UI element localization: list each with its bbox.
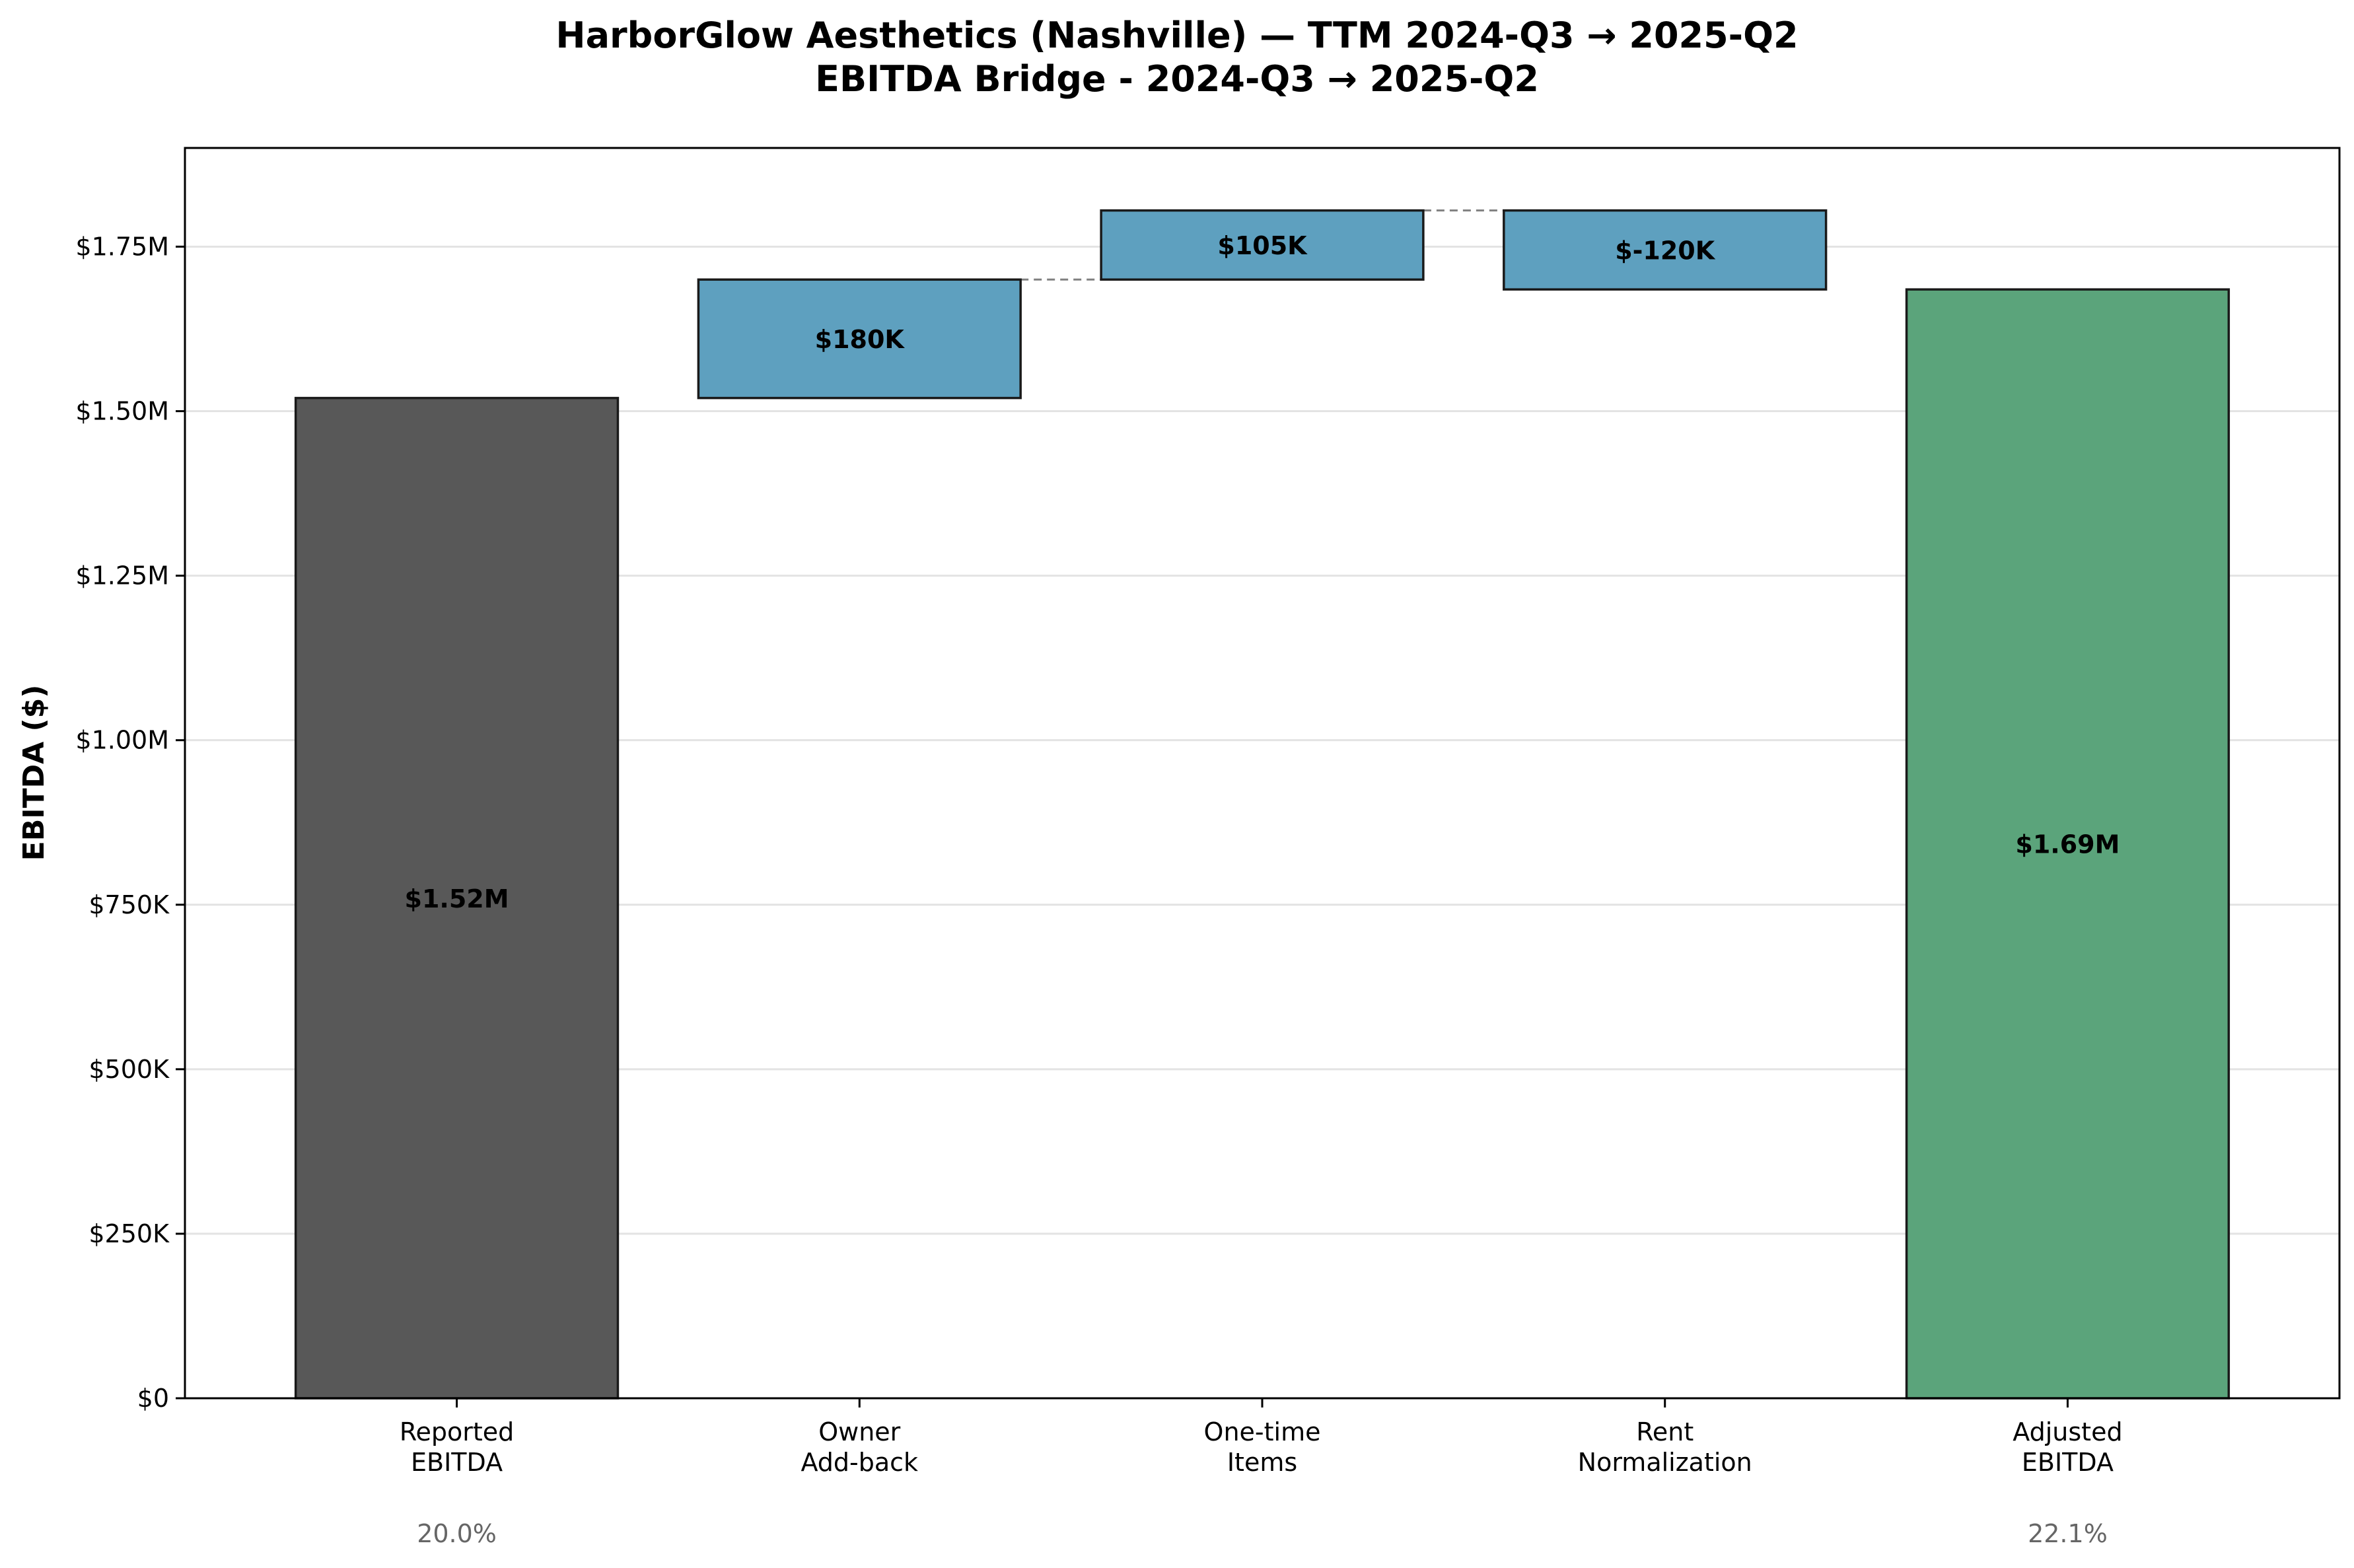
chart-title: HarborGlow Aesthetics (Nashville) — TTM … [555,15,1798,56]
y-tick-label: $1.75M [75,232,169,261]
bar [294,396,620,1400]
y-tick-label: $1.25M [75,561,169,590]
bar [1503,209,1828,291]
connector-lines [1020,209,1504,281]
y-tick-label: $1.00M [75,726,169,755]
margin-note: 20.0% [417,1519,497,1548]
axes: $0 $250K $500K $750K $1.00M $1.25M $1.50M $1.75… [75,232,2122,1548]
x-tick-label: Rent Normalization [1578,1417,1752,1477]
bar-value-label: $1.52M [405,884,509,913]
y-tick-label: $1.50M [75,397,169,426]
y-tick-label: $250K [89,1219,170,1248]
x-tick-label: One-time Items [1204,1417,1321,1477]
bar [697,278,1022,400]
margin-note: 22.1% [2028,1519,2108,1548]
x-tick-label: Owner Add-back [801,1417,918,1477]
bar-value-label: $1.69M [2015,830,2120,859]
bar-value-label: $180K [815,325,906,354]
y-axis-label: EBITDA ($) [17,685,51,861]
x-tick-label: Adjusted EBITDA [2013,1417,2122,1477]
bar-value-label: $-120K [1615,236,1716,265]
bars [294,209,2230,1400]
x-tick-label: Reported EBITDA [400,1417,514,1477]
chart-subtitle: EBITDA Bridge - 2024-Q3 → 2025-Q2 [815,58,1539,100]
bar-value-label: $105K [1217,231,1308,260]
y-tick-label: $750K [89,890,170,919]
bar [1100,209,1425,281]
y-tick-label: $500K [89,1055,170,1084]
y-tick-label: $0 [137,1384,169,1413]
bar-labels: $1.52M $180K $105K $-120K $1.69M [405,231,2120,913]
